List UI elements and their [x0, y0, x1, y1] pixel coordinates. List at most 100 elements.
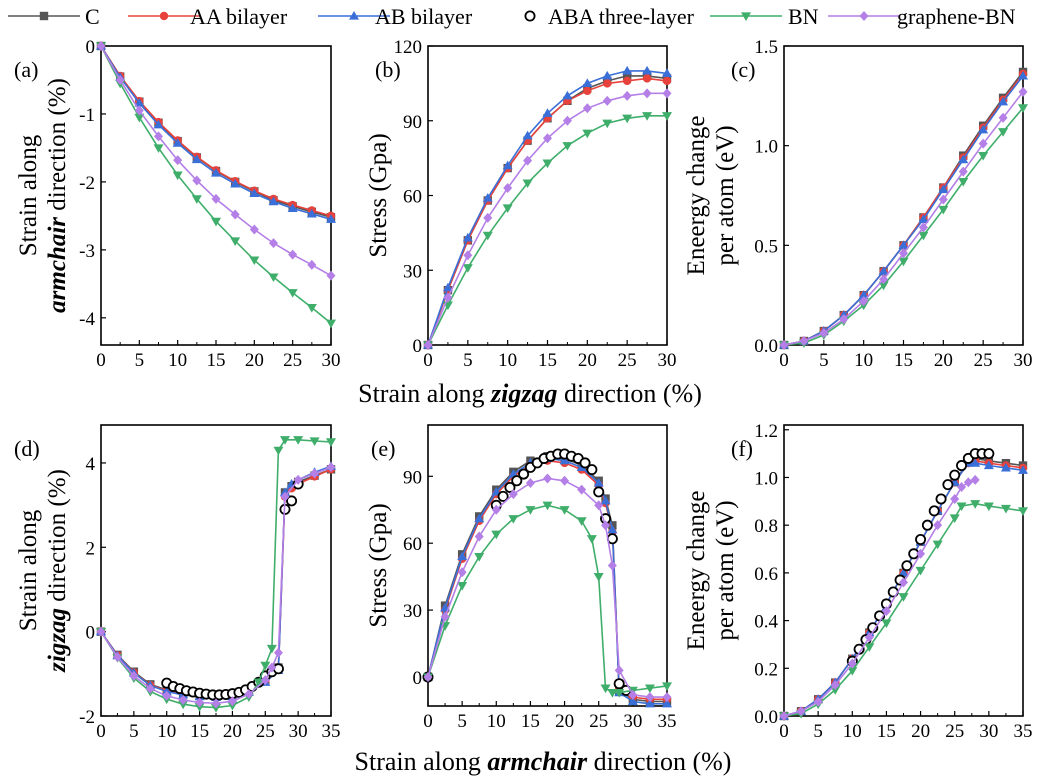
y-tick-label: 90 [403, 467, 422, 488]
data-point-ab-bilayer [983, 460, 994, 470]
legend-item-ab-bilayer: AB bilayer [318, 4, 473, 29]
data-point-bn [559, 506, 570, 515]
data-point-graphene-bn [847, 658, 857, 669]
data-point-bn [998, 128, 1009, 137]
x-tick-label: 20 [245, 350, 264, 371]
x-tick-label: 15 [877, 721, 896, 742]
series-line-bn [783, 502, 1024, 717]
data-point-ab-bilayer [600, 495, 611, 505]
y-tick-label: 60 [403, 534, 422, 555]
series-aa-bilayer [423, 456, 672, 704]
data-point-ab-bilayer [457, 551, 468, 561]
data-point-bn [662, 682, 672, 691]
x-tick-label: 5 [135, 350, 145, 371]
shared-xlabel-top: Strain along zigzag direction (%) [358, 379, 702, 408]
panel-label: (e) [371, 436, 395, 461]
y-tick-label: 30 [403, 601, 422, 622]
data-point-ab-bilayer [878, 266, 889, 275]
series-group [423, 65, 672, 350]
data-point-ab-bilayer [622, 65, 633, 75]
data-point-graphene-bn [96, 626, 106, 637]
data-point-bn [525, 506, 536, 515]
data-point-bn [293, 436, 304, 445]
data-point-bn [864, 643, 875, 652]
data-point-bn [502, 204, 513, 213]
data-point-graphene-bn [933, 520, 943, 531]
data-point-aba-three-layer [949, 469, 961, 481]
x-tick-label: 10 [843, 721, 862, 742]
y-tick-label: 0 [413, 668, 423, 689]
series-graphene-bn [779, 86, 1028, 350]
x-tick-label: 20 [555, 711, 574, 732]
x-tick-label: 0 [96, 350, 106, 371]
series-bn [423, 501, 672, 698]
data-point-bn [918, 231, 929, 241]
data-point-graphene-bn [601, 520, 611, 531]
panel-label: (c) [731, 57, 755, 82]
data-point-ab-bilayer [958, 154, 969, 164]
data-point-graphene-bn [244, 689, 254, 700]
data-point-graphene-bn [607, 560, 617, 571]
data-point-legend-aba-three-layer [524, 10, 536, 22]
legend: C AA bilayer AB bilayer ABA three-layer BN gr… [8, 4, 1016, 29]
data-point-bn [482, 231, 493, 241]
data-point-bn [253, 678, 264, 688]
data-point-graphene-bn [178, 694, 188, 705]
x-tick-label: 30 [623, 711, 642, 732]
shared-xlabel-bottom: Strain along armchair direction (%) [355, 747, 732, 776]
data-point-bn [326, 438, 336, 447]
y-axis-label-line1: Strain along [15, 134, 42, 256]
data-point-bn [949, 514, 960, 524]
y-axis-label-line1: Eneergy change [683, 491, 710, 651]
series-aa-bilayer [779, 456, 1028, 721]
y-tick-label: 1.5 [754, 37, 778, 58]
data-point-graphene-bn [1018, 86, 1028, 97]
y-axis-label-line2: per atom (eV) [712, 500, 739, 640]
panels: 0 5 10 15 20 25 300-1-2-3-4(a)Strain alongarmc… [14, 37, 1033, 742]
series-c [96, 465, 336, 700]
panel-b: 0 5 10 15 20 25 30 0 30 60 90 120(b) Stress (Gpa) [365, 37, 677, 371]
data-point-graphene-bn [662, 88, 672, 99]
data-point-bn [915, 566, 926, 576]
data-point-ab-bilayer [462, 232, 473, 242]
data-point-bn [522, 179, 533, 189]
data-point-aa-bilayer [603, 79, 612, 88]
series-line-aa-bilayer [100, 45, 332, 217]
data-point-bn [491, 530, 502, 540]
data-point-ab-bilayer [287, 203, 298, 213]
data-point-graphene-bn [525, 477, 535, 488]
data-point-graphene-bn [260, 675, 270, 686]
data-point-graphene-bn [830, 679, 840, 690]
panel-label: (d) [14, 436, 40, 461]
plot-frame [783, 45, 1024, 346]
x-tick-label: 25 [618, 350, 637, 371]
data-point-graphene-bn [628, 689, 638, 700]
x-tick-label: 25 [256, 721, 275, 742]
data-point-graphene-bn [440, 611, 450, 622]
data-point-aba-three-layer [942, 479, 954, 491]
x-tick-label: 20 [934, 350, 953, 371]
x-tick-label: 15 [521, 711, 540, 732]
x-tick-label: 5 [457, 711, 467, 732]
data-point-graphene-bn [443, 292, 453, 303]
x-tick-label: 5 [819, 350, 829, 371]
data-point-graphene-bn [227, 696, 237, 707]
data-point-graphene-bn [662, 692, 672, 703]
x-tick-label: 35 [322, 721, 341, 742]
data-point-ab-bilayer [249, 188, 260, 198]
panel-label: (b) [375, 57, 401, 82]
data-point-ab-bilayer [326, 214, 336, 223]
data-point-aba-three-layer [613, 678, 625, 690]
data-point-ab-bilayer [172, 138, 183, 147]
y-tick-label: -4 [79, 309, 95, 330]
data-point-ab-bilayer [502, 160, 513, 170]
data-point-ab-bilayer [191, 154, 202, 164]
data-point-bn [898, 593, 909, 602]
data-point-graphene-bn [779, 340, 789, 350]
legend-label: BN [788, 4, 819, 29]
series-bn [779, 500, 1028, 721]
data-point-graphene-bn [112, 651, 122, 662]
x-tick-label: 5 [813, 721, 823, 742]
data-point-legend-c [39, 11, 49, 21]
